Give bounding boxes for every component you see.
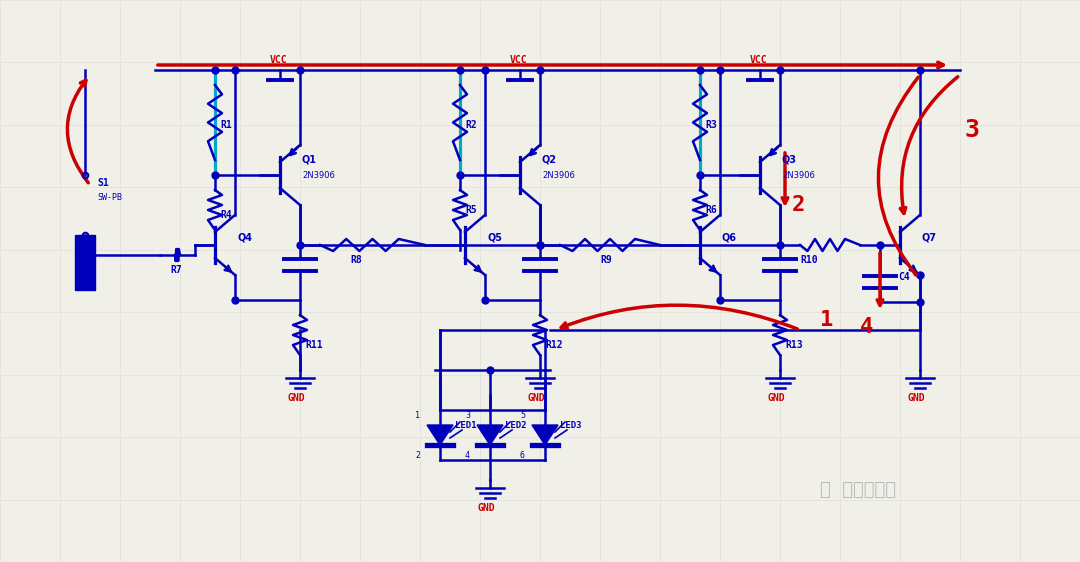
Text: LED1: LED1 <box>455 420 476 429</box>
Text: 1: 1 <box>415 410 420 419</box>
Text: Q7: Q7 <box>922 232 937 242</box>
Text: C4: C4 <box>897 272 909 282</box>
Text: GND: GND <box>908 393 926 403</box>
Text: R3: R3 <box>705 120 717 130</box>
Text: R7: R7 <box>170 265 181 275</box>
Text: VCC: VCC <box>750 55 768 65</box>
Text: R8: R8 <box>350 255 362 265</box>
Text: LED3: LED3 <box>561 420 581 429</box>
Text: 3: 3 <box>966 118 980 142</box>
Text: Q3: Q3 <box>782 155 797 165</box>
Text: 1: 1 <box>820 310 834 330</box>
Text: 2N3906: 2N3906 <box>542 171 575 180</box>
Text: Q1: Q1 <box>302 155 318 165</box>
FancyArrowPatch shape <box>878 77 918 275</box>
Text: Q6: Q6 <box>723 232 737 242</box>
Text: R6: R6 <box>705 205 717 215</box>
Text: Q5: Q5 <box>487 232 502 242</box>
Text: GND: GND <box>768 393 785 403</box>
Text: SW-PB: SW-PB <box>97 193 122 202</box>
Text: GND: GND <box>288 393 306 403</box>
Bar <box>75 235 95 290</box>
Text: R13: R13 <box>785 340 802 350</box>
Text: R12: R12 <box>545 340 563 350</box>
Text: 2N3906: 2N3906 <box>302 171 335 180</box>
Text: 5: 5 <box>519 410 525 419</box>
Text: 2N3906: 2N3906 <box>782 171 815 180</box>
Polygon shape <box>427 425 453 445</box>
Text: GND: GND <box>528 393 545 403</box>
Text: 6: 6 <box>519 451 525 460</box>
Text: R1: R1 <box>220 120 232 130</box>
Text: GND: GND <box>478 503 496 513</box>
Polygon shape <box>477 425 503 445</box>
Text: LED2: LED2 <box>505 420 527 429</box>
Text: S1: S1 <box>97 178 109 188</box>
Text: Q2: Q2 <box>542 155 557 165</box>
Text: R5: R5 <box>465 205 476 215</box>
Text: R2: R2 <box>465 120 476 130</box>
Text: 4: 4 <box>860 317 874 337</box>
Text: 🐾  电路一点通: 🐾 电路一点通 <box>820 481 896 499</box>
Text: 2: 2 <box>792 195 806 215</box>
Polygon shape <box>532 425 558 445</box>
Text: 2: 2 <box>415 451 420 460</box>
Text: 4: 4 <box>465 451 470 460</box>
Text: 3: 3 <box>465 410 470 419</box>
Text: VCC: VCC <box>510 55 528 65</box>
Text: R9: R9 <box>600 255 611 265</box>
Text: R10: R10 <box>800 255 818 265</box>
Text: Q4: Q4 <box>237 232 252 242</box>
Text: R11: R11 <box>305 340 323 350</box>
Text: R4: R4 <box>220 210 232 220</box>
Text: VCC: VCC <box>270 55 287 65</box>
